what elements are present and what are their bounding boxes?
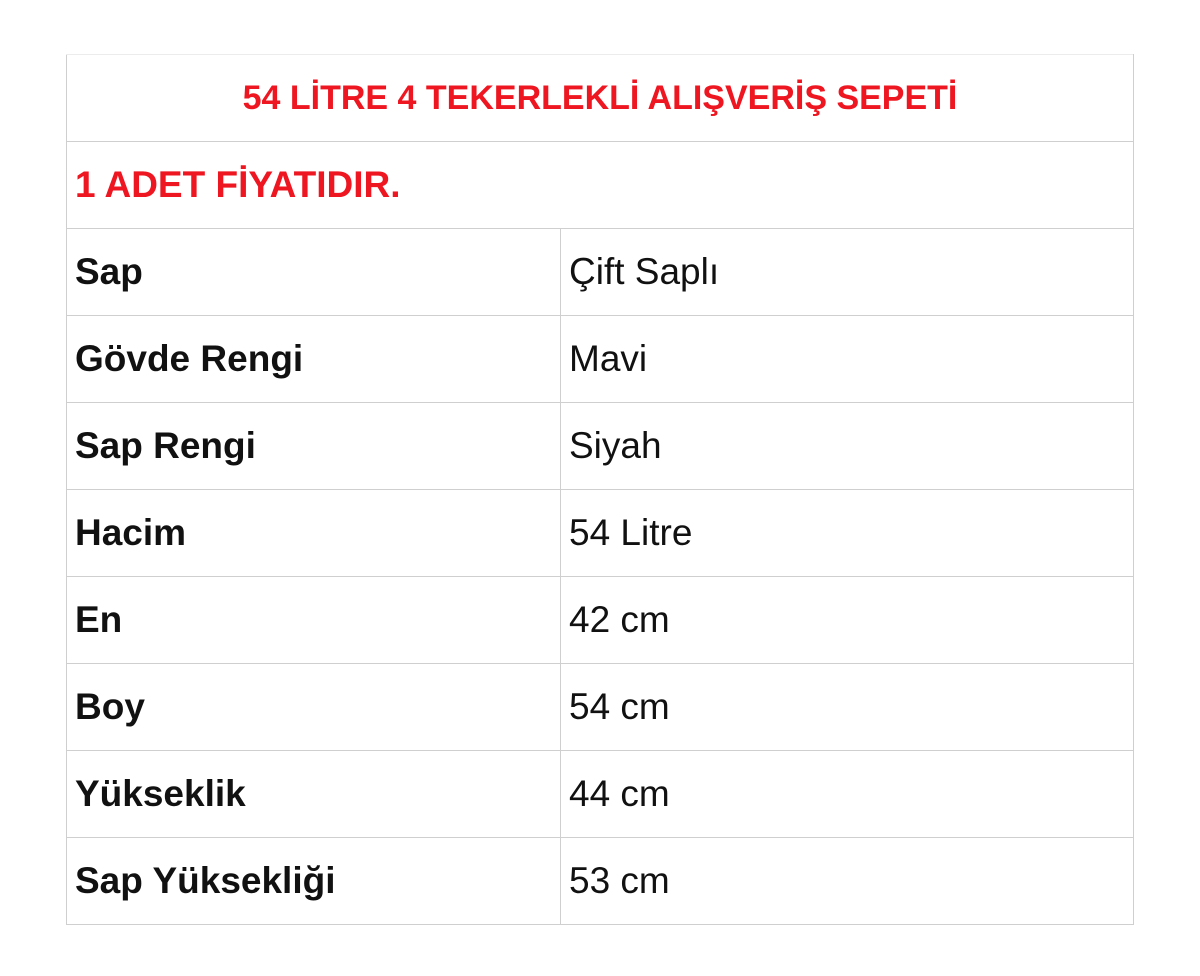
spec-label: Gövde Rengi: [66, 315, 561, 403]
spec-value: Siyah: [560, 402, 1134, 490]
spec-row: Gövde Rengi Mavi: [66, 315, 1134, 403]
spec-row: Sap Çift Saplı: [66, 228, 1134, 316]
subtitle-row: 1 ADET FİYATIDIR.: [66, 141, 1134, 229]
spec-label: Sap Rengi: [66, 402, 561, 490]
spec-value: 54 cm: [560, 663, 1134, 751]
spec-value: 53 cm: [560, 837, 1134, 925]
spec-label: Boy: [66, 663, 561, 751]
spec-label: Sap Yüksekliği: [66, 837, 561, 925]
spec-value: 42 cm: [560, 576, 1134, 664]
spec-value: 44 cm: [560, 750, 1134, 838]
spec-row: Sap Yüksekliği 53 cm: [66, 837, 1134, 925]
spec-row: Hacim 54 Litre: [66, 489, 1134, 577]
spec-value: 54 Litre: [560, 489, 1134, 577]
product-spec-table: 54 LİTRE 4 TEKERLEKLİ ALIŞVERİŞ SEPETİ 1…: [66, 54, 1134, 925]
spec-value: Çift Saplı: [560, 228, 1134, 316]
spec-label: Yükseklik: [66, 750, 561, 838]
spec-row: Sap Rengi Siyah: [66, 402, 1134, 490]
product-title: 54 LİTRE 4 TEKERLEKLİ ALIŞVERİŞ SEPETİ: [66, 54, 1134, 142]
title-row: 54 LİTRE 4 TEKERLEKLİ ALIŞVERİŞ SEPETİ: [66, 54, 1134, 142]
price-note: 1 ADET FİYATIDIR.: [66, 141, 1134, 229]
spec-row: En 42 cm: [66, 576, 1134, 664]
spec-row: Yükseklik 44 cm: [66, 750, 1134, 838]
spec-value: Mavi: [560, 315, 1134, 403]
spec-label: Hacim: [66, 489, 561, 577]
spec-row: Boy 54 cm: [66, 663, 1134, 751]
spec-label: En: [66, 576, 561, 664]
spec-label: Sap: [66, 228, 561, 316]
